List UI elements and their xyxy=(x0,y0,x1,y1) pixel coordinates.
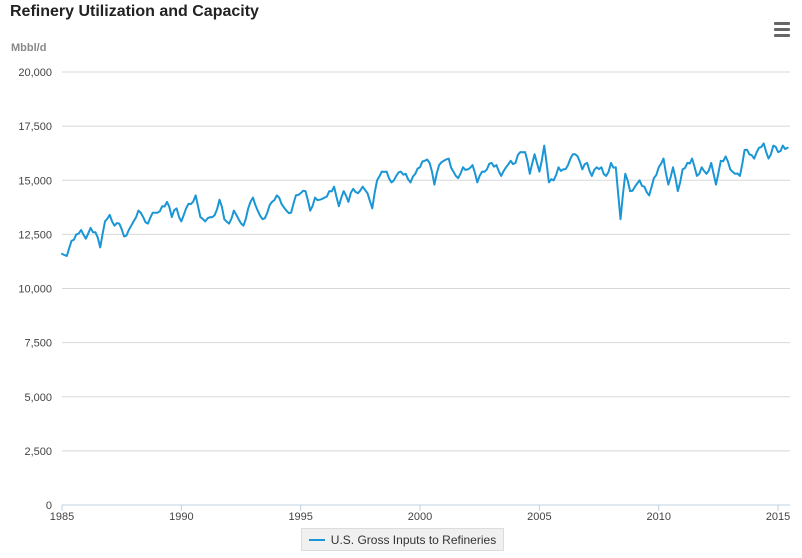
menu-bar xyxy=(774,28,790,31)
series-lines xyxy=(61,142,789,257)
y-tick-label: 10,000 xyxy=(18,284,52,296)
x-tick-label: 1985 xyxy=(50,511,74,523)
x-tick-label: 2000 xyxy=(408,511,432,523)
legend-swatch xyxy=(308,538,325,541)
x-tick-label: 2015 xyxy=(766,511,790,523)
x-axis-ticks: 1985 1990 1995 2000 2005 2010 2015 xyxy=(50,511,791,523)
y-tick-label: 2,500 xyxy=(24,446,52,458)
x-tick-label: 2005 xyxy=(527,511,551,523)
series-line xyxy=(61,142,789,257)
x-tick-label: 2010 xyxy=(646,511,670,523)
x-tick-label: 1990 xyxy=(169,511,193,523)
y-tick-label: 17,500 xyxy=(18,121,52,133)
y-tick-label: 7,500 xyxy=(24,338,52,350)
x-tick-label: 1995 xyxy=(288,511,312,523)
legend-label: U.S. Gross Inputs to Refineries xyxy=(330,532,497,547)
y-tick-label: 12,500 xyxy=(18,229,52,241)
y-tick-label: 15,000 xyxy=(18,175,52,187)
x-axis xyxy=(61,504,790,511)
menu-bar xyxy=(774,34,790,37)
gridlines xyxy=(62,71,790,452)
y-tick-label: 20,000 xyxy=(18,67,52,79)
y-tick-label: 0 xyxy=(46,500,52,512)
menu-bar xyxy=(774,22,790,25)
chart-title: Refinery Utilization and Capacity xyxy=(10,3,259,20)
y-axis-ticks: 0 2,500 5,000 7,500 10,000 12,500 15,000 17,500… xyxy=(18,67,52,512)
chart-menu-icon[interactable] xyxy=(774,22,790,37)
y-tick-label: 5,000 xyxy=(24,392,52,404)
legend-item[interactable]: U.S. Gross Inputs to Refineries xyxy=(301,528,504,551)
y-axis-unit-label: Mbbl/d xyxy=(11,42,47,54)
